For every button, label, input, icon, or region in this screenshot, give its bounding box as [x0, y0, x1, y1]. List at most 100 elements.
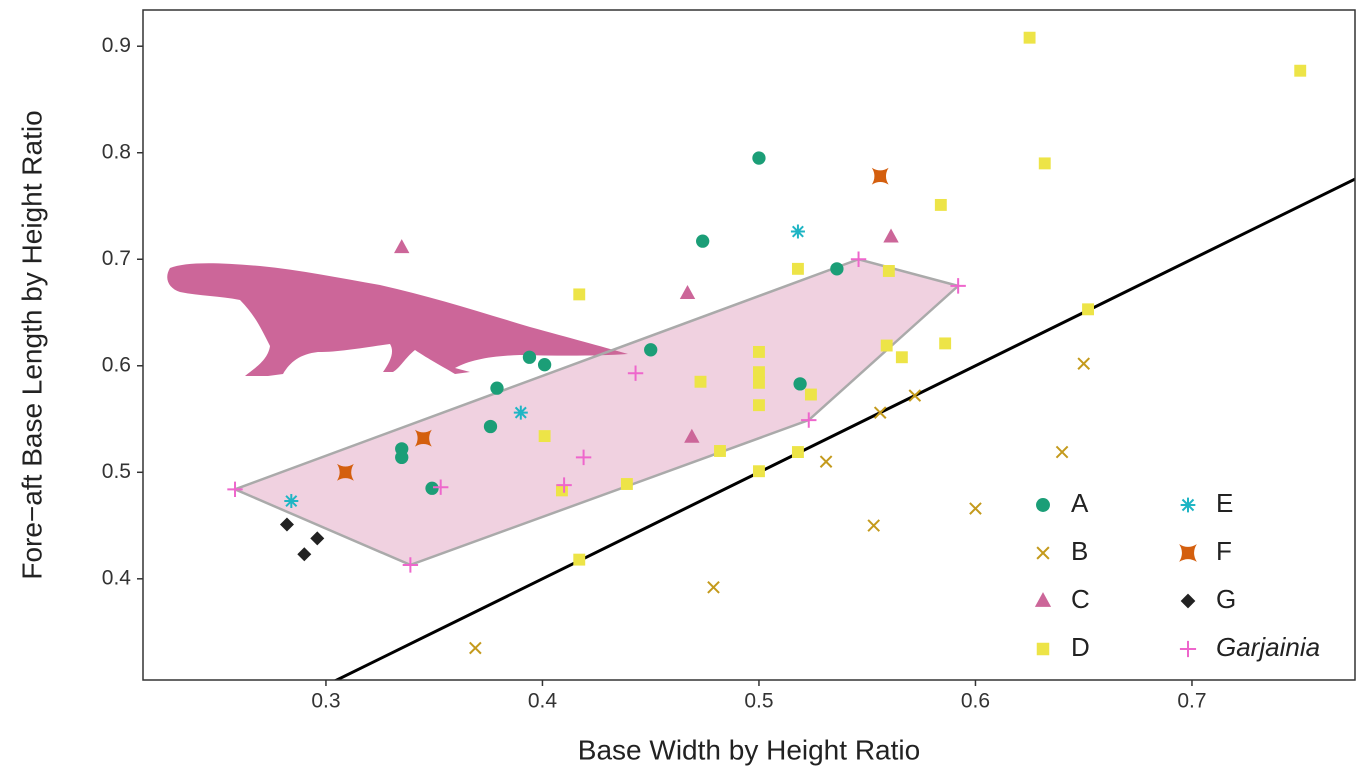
point: [394, 239, 410, 254]
point: [1055, 445, 1069, 459]
point: [490, 381, 504, 395]
point: [1038, 157, 1051, 170]
point: [425, 481, 439, 495]
point: [297, 547, 312, 562]
point: [819, 455, 833, 468]
point: [873, 406, 887, 419]
reference-line: [333, 177, 1355, 680]
point: [537, 358, 552, 372]
point: [791, 262, 804, 275]
point: [1082, 303, 1094, 316]
point: [575, 449, 592, 466]
legend-label: G: [1216, 584, 1236, 614]
point: [513, 405, 528, 420]
plot-frame: [142, 9, 1356, 681]
y-axis-title: Fore−aft Base Length by Height Ratio: [16, 110, 47, 579]
y-tick-label: 0.9: [102, 34, 131, 57]
point: [830, 262, 844, 276]
point: [679, 284, 696, 299]
x-tick-label: 0.3: [311, 690, 340, 713]
x-tick-label: 0.6: [961, 690, 990, 713]
point: [882, 265, 895, 277]
point: [753, 366, 765, 379]
legend-label: A: [1071, 488, 1089, 518]
point: [395, 450, 409, 465]
legend-label: E: [1216, 488, 1233, 518]
point: [908, 389, 922, 402]
legend-label: D: [1071, 632, 1090, 662]
point: [1077, 357, 1091, 370]
y-tick-label: 0.8: [102, 140, 131, 163]
point: [1023, 31, 1036, 44]
point: [432, 479, 449, 495]
point: [483, 419, 498, 434]
point: [753, 345, 765, 358]
point: [714, 445, 726, 457]
point: [555, 484, 568, 497]
point: [573, 553, 586, 566]
y-tick-label: 0.5: [102, 460, 131, 483]
point: [522, 350, 537, 364]
point: [279, 517, 294, 532]
point: [753, 376, 765, 389]
point: [337, 463, 354, 481]
point: [707, 581, 720, 594]
point: [880, 339, 893, 352]
point: [402, 557, 419, 573]
x-axis-title: Base Width by Height Ratio: [578, 734, 920, 765]
point: [538, 430, 551, 443]
point: [627, 365, 644, 381]
y-tick-label: 0.4: [102, 566, 132, 589]
legend-marker: [1179, 544, 1197, 562]
point: [895, 351, 908, 364]
point: [284, 494, 299, 509]
point: [573, 288, 586, 301]
point: [694, 375, 707, 388]
point: [934, 198, 947, 211]
x-tick-label: 0.7: [1177, 690, 1206, 713]
legend-marker: [1180, 593, 1196, 609]
point: [1294, 64, 1307, 77]
legend-label: F: [1216, 536, 1232, 566]
legend-label: C: [1071, 584, 1090, 614]
y-tick-label: 0.7: [102, 247, 131, 270]
legend-marker: [1036, 546, 1050, 560]
point: [556, 477, 572, 493]
y-tick-label: 0.6: [102, 353, 131, 376]
point: [227, 481, 243, 498]
legend-marker: [1180, 497, 1196, 513]
point: [696, 234, 710, 248]
point: [684, 428, 700, 443]
point: [752, 151, 766, 165]
x-tick-label: 0.4: [528, 690, 558, 713]
x-tick-label: 0.5: [744, 690, 773, 713]
point: [867, 519, 881, 532]
point: [969, 502, 982, 515]
silhouette: [167, 263, 628, 376]
point: [414, 429, 432, 447]
point: [804, 388, 817, 401]
point: [850, 251, 867, 267]
point: [310, 531, 325, 546]
point: [620, 478, 633, 490]
point: [939, 337, 952, 350]
legend-marker: [1036, 498, 1050, 512]
legend-marker: [1036, 642, 1050, 656]
point: [753, 399, 765, 412]
legend-marker: [1179, 640, 1197, 658]
point: [883, 228, 899, 243]
point: [801, 412, 817, 428]
point: [469, 641, 482, 655]
point: [793, 377, 807, 391]
point: [871, 167, 889, 185]
point: [791, 446, 804, 459]
hull: [231, 257, 961, 567]
point: [644, 343, 658, 357]
legend-marker: [1034, 592, 1052, 607]
point: [753, 465, 765, 478]
point: [790, 224, 805, 239]
legend-label: Garjainia: [1216, 632, 1320, 662]
legend-label: B: [1071, 536, 1088, 566]
point: [950, 278, 966, 294]
